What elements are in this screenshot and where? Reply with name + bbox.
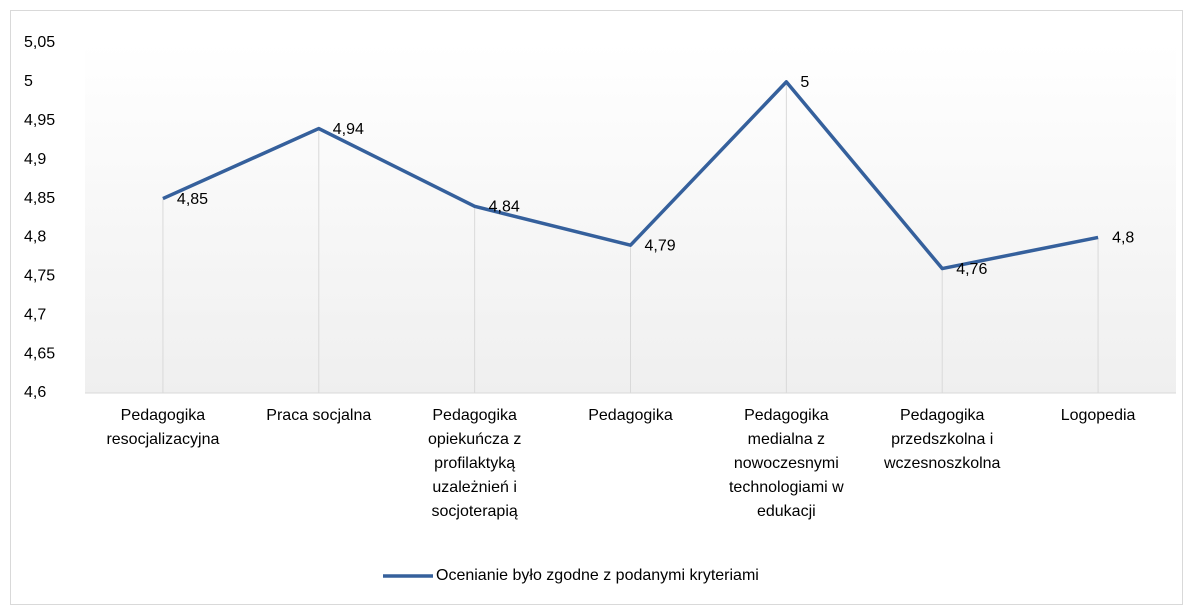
y-tick-label: 4,95 bbox=[24, 112, 55, 129]
data-label: 4,84 bbox=[489, 199, 520, 216]
data-label: 4,85 bbox=[177, 191, 208, 208]
x-tick-label: Pedagogika medialna z nowoczesnymi techn… bbox=[728, 407, 844, 520]
x-tick-label: Praca socjalna bbox=[266, 407, 372, 424]
data-label: 4,8 bbox=[1112, 230, 1134, 247]
y-tick-label: 4,6 bbox=[24, 384, 46, 401]
y-tick-label: 4,85 bbox=[24, 190, 55, 207]
y-tick-label: 4,65 bbox=[24, 345, 55, 362]
x-tick-label: Pedagogika opiekuńcza z profilaktyką uza… bbox=[427, 407, 522, 520]
data-label: 4,76 bbox=[956, 261, 987, 278]
y-tick-label: 4,75 bbox=[24, 268, 55, 285]
y-tick-label: 5 bbox=[24, 73, 33, 90]
legend-label: Ocenianie było zgodne z podanymi kryteri… bbox=[436, 567, 759, 584]
series-line bbox=[162, 80, 1099, 271]
x-tick-label: Pedagogika resocjalizacyjna bbox=[106, 407, 220, 448]
y-tick-label: 4,9 bbox=[24, 151, 46, 168]
x-tick-label: Pedagogika bbox=[588, 407, 673, 424]
x-tick-label: Logopedia bbox=[1060, 407, 1136, 424]
y-tick-label: 4,8 bbox=[24, 229, 46, 246]
chart-border bbox=[10, 10, 1183, 605]
y-tick-label: 4,7 bbox=[24, 306, 46, 323]
x-tick-label: Pedagogika przedszkolna i wczesnoszkolna bbox=[883, 407, 1001, 472]
data-label: 4,94 bbox=[333, 121, 364, 138]
y-tick-label: 5,05 bbox=[24, 34, 55, 51]
data-label: 4,79 bbox=[645, 237, 676, 254]
data-label: 5 bbox=[800, 74, 809, 91]
